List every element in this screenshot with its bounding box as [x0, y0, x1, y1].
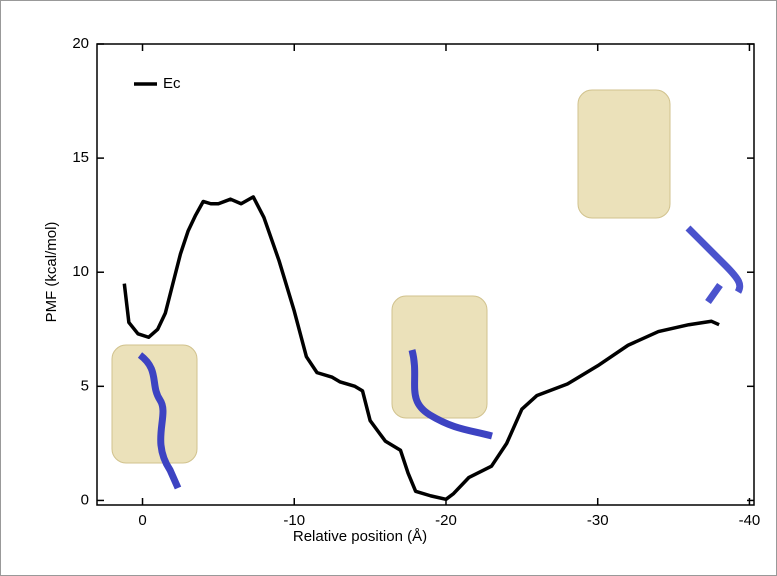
- x-tick-label: -10: [283, 512, 305, 529]
- y-tick-label: 20: [72, 35, 89, 52]
- x-tick-label: -20: [435, 512, 457, 529]
- y-tick-label: 10: [72, 263, 89, 280]
- y-axis-label: PMF (kcal/mol): [43, 222, 60, 323]
- y-tick-label: 5: [81, 377, 89, 394]
- x-axis-label: Relative position (Å): [293, 528, 427, 545]
- protein-illustration: [111, 89, 744, 490]
- data-line: [122, 195, 720, 502]
- x-tick-label: -40: [739, 512, 761, 529]
- y-tick-label: 0: [81, 491, 89, 508]
- y-tick-label: 15: [72, 149, 89, 166]
- x-tick-label: -30: [587, 512, 609, 529]
- x-tick-label: 0: [138, 512, 146, 529]
- plot-frame: [96, 43, 755, 506]
- legend-label: Ec: [163, 75, 181, 92]
